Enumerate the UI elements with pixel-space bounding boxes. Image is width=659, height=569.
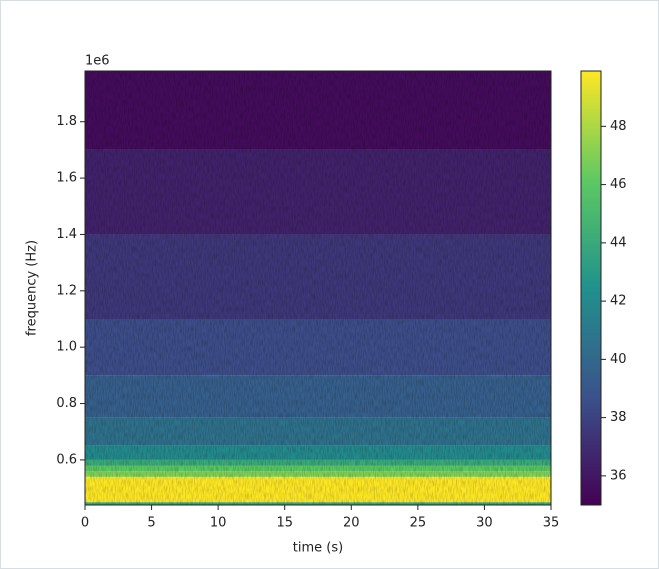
colorbar: [580, 70, 602, 506]
colorbar-tick-label: 36: [610, 468, 627, 483]
colorbar-tick-label: 48: [610, 119, 627, 134]
x-tick-label: 5: [147, 516, 155, 531]
y-tick-label: 1.6: [56, 171, 77, 186]
y-tick-label: 1.0: [56, 340, 77, 355]
x-tick-label: 0: [81, 516, 89, 531]
colorbar-tick-label: 42: [610, 294, 627, 309]
y-tick-label: 1.8: [56, 114, 77, 129]
colorbar-tick-label: 40: [610, 352, 627, 367]
x-tick-label: 25: [410, 516, 427, 531]
x-tick-label: 35: [543, 516, 560, 531]
x-tick-label: 15: [276, 516, 293, 531]
y-tick-label: 0.6: [56, 452, 77, 467]
plot-border: [84, 70, 552, 506]
y-offset-label: 1e6: [85, 54, 110, 69]
colorbar-tick-label: 44: [610, 235, 627, 250]
y-tick-label: 1.2: [56, 283, 77, 298]
x-tick-label: 20: [343, 516, 360, 531]
x-tick-label: 10: [210, 516, 227, 531]
y-tick-label: 1.4: [56, 227, 77, 242]
noise-texture: [85, 71, 551, 505]
y-tick-label: 0.8: [56, 396, 77, 411]
x-tick-label: 30: [476, 516, 493, 531]
y-axis-label: frequency (Hz): [25, 240, 40, 336]
colorbar-tick-label: 38: [610, 410, 627, 425]
colorbar-tick-label: 46: [610, 177, 627, 192]
x-axis-label: time (s): [293, 541, 343, 556]
